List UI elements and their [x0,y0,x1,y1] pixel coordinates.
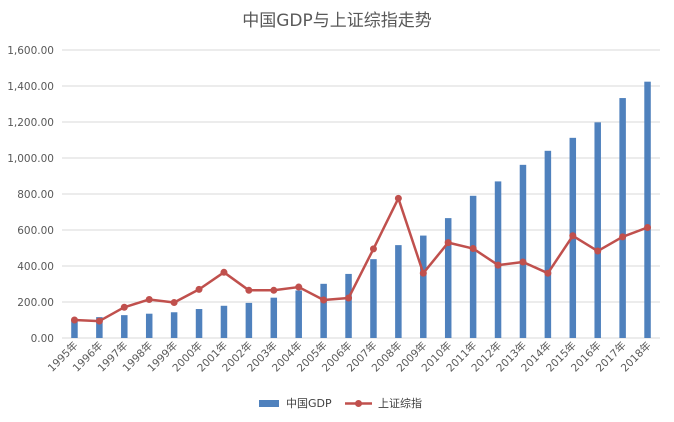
y-tick-label: 800.00 [17,189,54,201]
gdp-bar [444,218,452,338]
index-point [644,223,652,231]
gdp-bar [544,150,552,338]
x-axis-ticks: 1995年1996年1997年1998年1999年2000年2001年2002年… [45,339,654,375]
index-point [220,268,228,276]
gdp-bar [121,315,128,338]
gdp-bar [320,283,327,338]
gdp-bar [71,320,78,338]
gdp-bar [519,164,527,338]
y-tick-label: 1,200.00 [7,117,54,129]
gdp-bar [96,317,103,338]
gdp-bar [494,181,502,338]
gdp-bar [270,297,278,338]
y-tick-label: 1,400.00 [7,81,54,93]
gdp-bar [145,313,153,338]
index-line [70,194,652,325]
index-point [295,283,303,291]
index-point [170,299,178,307]
gdp-bar [619,98,626,338]
gdp-bar [245,302,253,338]
index-point [619,233,627,241]
index-point [444,239,452,247]
index-series-line [74,197,648,323]
index-point [120,303,128,311]
legend-swatch-index-marker [355,400,362,407]
y-tick-label: 400.00 [17,261,54,273]
gdp-bar [345,273,352,338]
y-tick-label: 1,600.00 [7,45,54,57]
index-point [70,316,78,324]
index-point [345,294,353,302]
index-point [394,194,402,202]
index-point [494,261,502,269]
y-axis-ticks: 0.00 200.00 400.00 600.00 800.00 1,000.00 1,20… [7,45,54,345]
gdp-bar [295,290,302,338]
y-tick-label: 600.00 [17,225,54,237]
gdp-bar [469,195,477,338]
gdp-bar [170,312,178,338]
index-point [569,232,577,240]
y-tick-label: 1,000.00 [7,153,54,165]
index-point [469,245,477,253]
legend-label-gdp: 中国GDP [286,397,332,410]
gdp-bar [644,81,651,339]
y-tick-label: 200.00 [17,297,54,309]
index-point [270,286,278,294]
gdp-bar [370,259,377,338]
index-point [369,245,377,253]
legend-label-index: 上证综指 [378,396,422,410]
gdp-bar [395,245,402,338]
gdp-bar [195,309,203,338]
watermark: 知乎 @屁总 [555,385,629,402]
index-point [195,285,203,293]
index-point [419,269,427,277]
index-point [245,286,253,294]
gdp-bar [220,305,228,338]
legend-swatch-gdp [259,400,279,407]
index-point [95,317,103,325]
index-point [544,269,552,277]
gdp-bars [71,81,651,339]
legend: 中国GDP 上证综指 [259,396,422,410]
chart-title: 中国GDP与上证综指走势 [242,11,432,31]
index-point [320,296,328,304]
gdp-bar [420,235,427,338]
y-tick-label: 0.00 [31,333,54,345]
gdp-bar [594,122,601,338]
index-point [594,247,602,255]
index-point [145,295,153,303]
index-point [519,258,527,266]
